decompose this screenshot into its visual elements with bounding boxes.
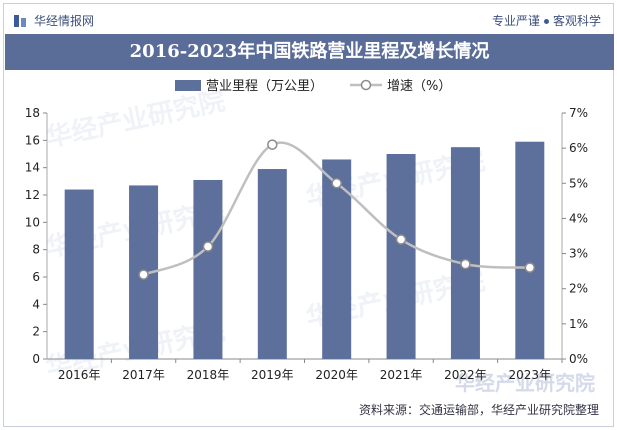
x-tick-label: 2021年 [380, 368, 423, 382]
brand: 华经情报网 [14, 12, 94, 29]
y-right-tick-label: 3% [569, 247, 588, 261]
y-left-tick-label: 4 [32, 297, 40, 311]
slogan-left: 专业严谨 [491, 14, 540, 28]
x-tick-label: 2019年 [251, 368, 294, 382]
growth-point [138, 269, 149, 280]
bar [450, 147, 480, 359]
growth-point [460, 258, 471, 270]
footer-watermark-logo: 华经产业研究院 [455, 371, 595, 395]
y-left-tick-label: 10 [25, 215, 40, 229]
y-right-tick-label: 4% [569, 211, 588, 225]
x-tick-label: 2017年 [122, 368, 165, 382]
bar [515, 141, 545, 359]
chart-title: 2016-2023年中国铁路营业里程及增长情况 [5, 34, 614, 70]
y-right-tick-label: 6% [569, 141, 588, 155]
growth-point [202, 241, 214, 252]
bar [193, 179, 223, 359]
x-tick-label: 2023年 [509, 368, 552, 382]
bar [322, 159, 352, 359]
y-right-tick-label: 1% [569, 317, 588, 331]
y-right-tick-label: 2% [569, 282, 588, 296]
source-note: 资料来源：交通运输部，华经产业研究院整理 [358, 403, 599, 417]
growth-point [524, 262, 536, 273]
y-right-tick-label: 5% [569, 176, 588, 190]
bar [386, 154, 416, 359]
legend-line-marker [360, 79, 372, 91]
x-tick-label: 2018年 [187, 368, 230, 382]
growth-point [395, 234, 407, 245]
y-left-tick-label: 18 [25, 106, 40, 120]
growth-point [331, 178, 342, 189]
growth-point [267, 139, 278, 150]
legend-bar-label: 营业里程（万公里） [206, 79, 323, 94]
x-tick-label: 2022年 [444, 368, 487, 382]
chart-frame: 华经情报网 专业严谨 客观科学 2016-2023年中国铁路营业里程及增长情况 华… [3, 3, 614, 427]
slogan-right: 客观科学 [552, 14, 601, 28]
dot-icon [543, 19, 549, 24]
y-left-tick-label: 2 [32, 325, 40, 339]
bar [64, 189, 94, 359]
slogan: 专业严谨 客观科学 [492, 12, 601, 29]
brand-name: 华经情报网 [34, 14, 95, 28]
y-left-tick-label: 16 [25, 133, 40, 147]
legend-bar-swatch [175, 80, 201, 91]
x-tick-label: 2020年 [315, 368, 358, 382]
y-right-tick-label: 0% [569, 352, 588, 366]
top-bar: 华经情报网 专业严谨 客观科学 [4, 4, 613, 34]
y-left-tick-label: 0 [32, 352, 40, 366]
y-left-tick-label: 8 [32, 243, 40, 257]
x-tick-label: 2016年 [58, 368, 101, 382]
bar [257, 169, 287, 359]
legend-line-label: 增速（%） [387, 79, 451, 94]
y-left-tick-label: 6 [32, 270, 40, 284]
brand-logo-icon [14, 14, 28, 27]
y-left-tick-label: 14 [25, 161, 40, 175]
y-left-tick-label: 12 [25, 188, 40, 202]
y-right-tick-label: 7% [569, 106, 588, 120]
